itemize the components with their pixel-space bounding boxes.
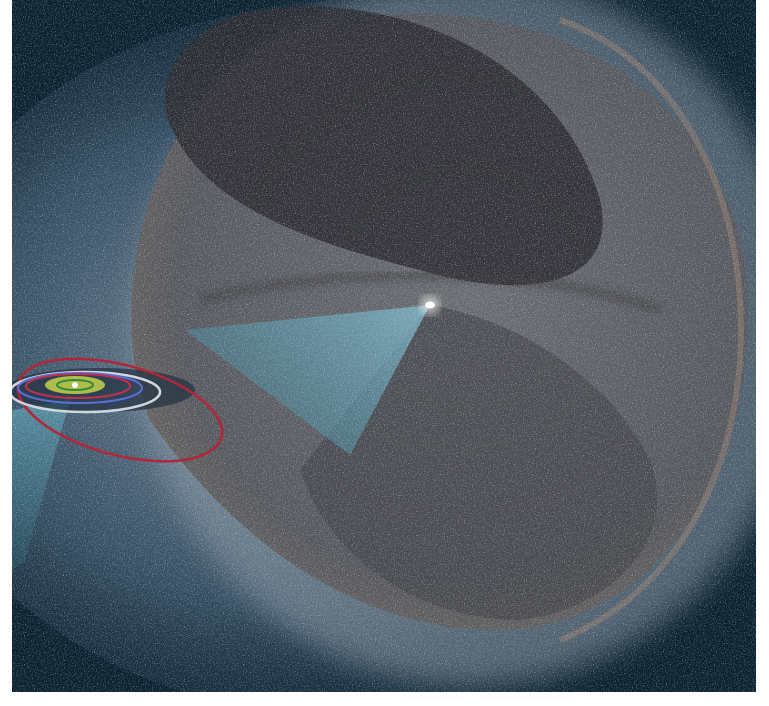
- orbit-magenta: [25, 373, 131, 399]
- orbit-blue: [17, 372, 143, 404]
- orbit-white: [12, 370, 162, 414]
- star: [425, 301, 435, 309]
- orbit-green: [56, 379, 94, 391]
- sun: [72, 382, 78, 388]
- grain: [12, 0, 756, 692]
